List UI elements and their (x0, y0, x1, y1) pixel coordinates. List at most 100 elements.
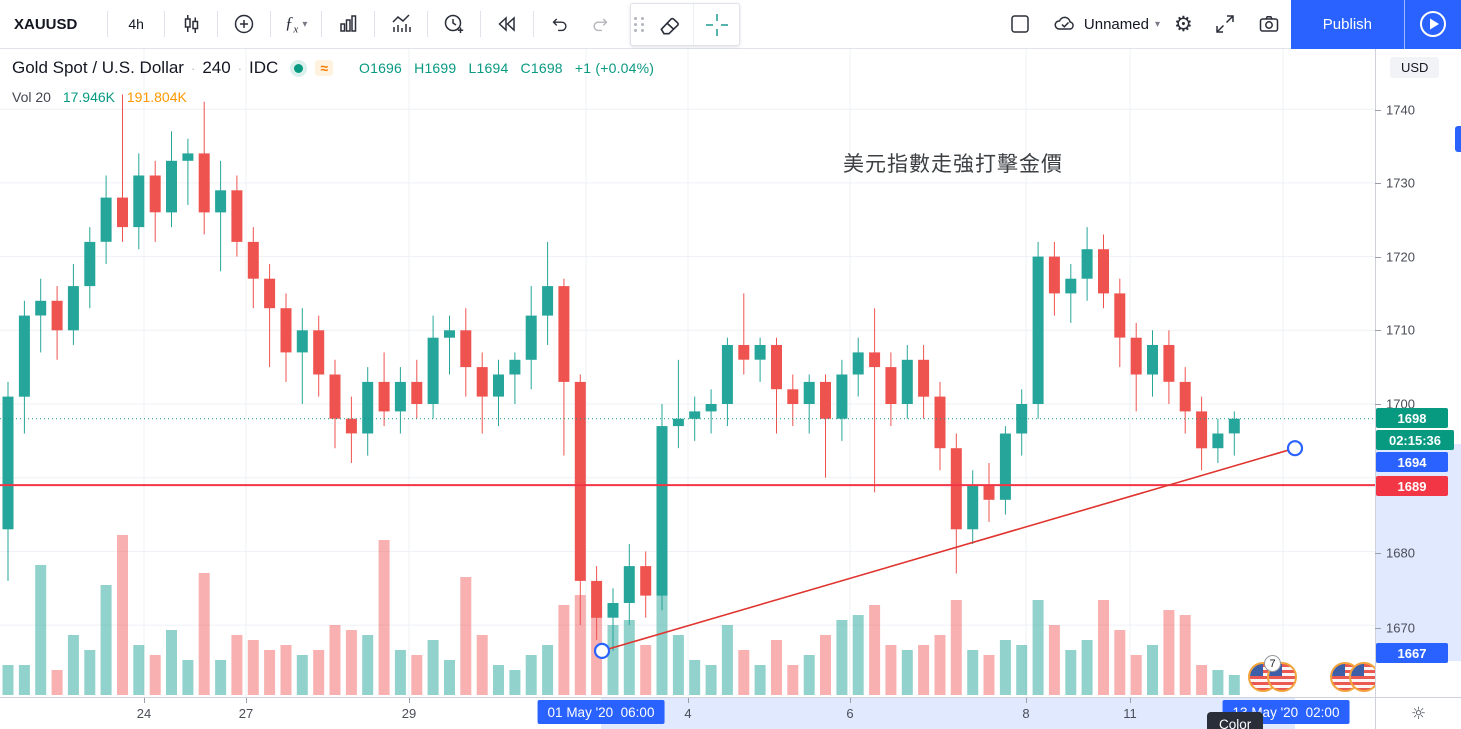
time-tick-mark (850, 698, 851, 703)
chevron-down-icon[interactable]: ▾ (302, 18, 308, 30)
redo-icon (593, 18, 608, 32)
legend-interval[interactable]: 240 (202, 58, 231, 77)
toolbar-right-group: Unnamed ▾ ⚙ Publish (998, 0, 1461, 49)
time-tick-mark (688, 698, 689, 703)
economic-events-group[interactable]: 7 (1248, 655, 1297, 694)
cloud-save-icon (1054, 16, 1074, 30)
toolbar-separator (269, 11, 271, 37)
toolbar-separator (163, 11, 165, 37)
currency-label[interactable]: USD (1390, 57, 1440, 78)
save-layout-button[interactable]: Unnamed ▾ (1042, 5, 1164, 43)
undo-icon (552, 18, 567, 32)
redo-button[interactable] (580, 5, 622, 43)
time-tick-label: 6 (846, 706, 854, 721)
time-tick-label: 24 (136, 706, 152, 721)
market-status-icon[interactable] (294, 63, 304, 73)
price-tick-mark (1375, 257, 1381, 258)
publish-menu-button[interactable] (1404, 0, 1461, 49)
chevron-down-icon[interactable]: ▾ (1154, 18, 1160, 30)
delayed-data-icon[interactable]: ≈ (315, 60, 333, 76)
fullscreen-button[interactable] (1203, 5, 1247, 43)
eraser-button[interactable] (647, 4, 693, 45)
indicators-button[interactable]: ƒx ▾ (275, 5, 317, 43)
price-axis[interactable]: USD 1740 1730 1720 1710 1700 1680 1670 1… (1375, 49, 1461, 697)
financials-icon (340, 15, 357, 32)
text-annotation[interactable]: 美元指數走強打擊金價 (843, 153, 1063, 176)
price-tick-label: 1740 (1386, 102, 1415, 118)
settings-button[interactable]: ⚙ (1164, 5, 1203, 43)
interval-button[interactable]: 4h (128, 16, 144, 32)
replay-button[interactable] (485, 5, 529, 43)
time-tick-mark (144, 698, 145, 703)
replay-rewind-icon (498, 16, 516, 32)
price-tick-mark (1375, 553, 1381, 554)
price-tick-mark (1375, 330, 1381, 331)
economic-events-group[interactable] (1330, 662, 1379, 694)
price-pane-svg[interactable] (0, 49, 1375, 697)
fullscreen-icon (1216, 15, 1234, 33)
floating-drawing-toolbar (630, 3, 740, 46)
volume-label: Vol 20 (12, 89, 51, 105)
alert-button[interactable] (432, 5, 476, 43)
time-tick-mark (246, 698, 247, 703)
color-tooltip: Color (1207, 712, 1264, 729)
price-badge-current-price: 1698 (1376, 408, 1448, 428)
candle-style-icon (184, 15, 199, 33)
legend-exchange[interactable]: IDC (249, 58, 279, 77)
drag-handle-icon[interactable] (631, 11, 647, 39)
volume-legend[interactable]: Vol 20 17.946K 191.804K (12, 89, 662, 105)
alert-clock-icon (445, 14, 464, 33)
compare-add-icon (234, 14, 254, 34)
price-tick-mark (1375, 404, 1381, 405)
toolbar-separator (374, 11, 376, 37)
price-tick-label: 1720 (1386, 249, 1415, 265)
chart-pane[interactable] (0, 49, 1375, 697)
time-tick-label: 27 (238, 706, 254, 721)
gear-icon: ⚙ (1173, 12, 1193, 36)
time-tick-label: 29 (401, 706, 417, 721)
symbol-title[interactable]: Gold Spot / U.S. Dollar (12, 58, 184, 77)
price-tick-label: 1680 (1386, 545, 1415, 561)
compare-button[interactable] (222, 5, 266, 43)
chart-legend: Gold Spot / U.S. Dollar · 240 · IDC ≈ O1… (12, 58, 662, 105)
price-tick-label: 1700 (1386, 396, 1415, 412)
patterns-button[interactable] (379, 5, 423, 43)
toolbar-separator (216, 11, 218, 37)
layout-name-label: Unnamed (1083, 15, 1149, 33)
axis-settings-icon[interactable]: ☼ (1410, 703, 1427, 724)
close-value: C1698 (520, 60, 563, 76)
change-value: +1 (+0.04%) (574, 60, 655, 76)
layout-button[interactable] (998, 5, 1042, 43)
us-flag-event-icon[interactable] (1349, 662, 1379, 692)
time-axis[interactable]: 24 27 29 4 6 8 11 01 May '20 06:00 13 May… (0, 697, 1375, 729)
toolbar-separator (480, 11, 482, 37)
time-badge-drawing-point: 01 May '20 06:00 (537, 700, 665, 724)
time-tick-label: 8 (1022, 706, 1030, 721)
trend-line-drawing (601, 447, 1296, 652)
snapshot-button[interactable] (1247, 5, 1291, 43)
time-axis-highlight (601, 698, 1295, 729)
event-count-badge: 7 (1264, 655, 1281, 672)
price-tick-mark (1375, 628, 1381, 629)
scrollbar-thumb[interactable] (1455, 126, 1461, 152)
publish-button[interactable]: Publish (1290, 0, 1404, 49)
legend-separator: · (237, 60, 243, 76)
low-value: L1694 (468, 60, 509, 76)
financials-button[interactable] (326, 5, 370, 43)
undo-button[interactable] (538, 5, 580, 43)
trend-line-handle (1286, 440, 1304, 457)
high-value: H1699 (414, 60, 457, 76)
ohlc-values: O1696 H1699 L1694 C1698 +1 (+0.04%) (359, 60, 662, 76)
candle-style-button[interactable] (169, 5, 213, 43)
axis-settings-corner: ☼ (1375, 697, 1461, 729)
toolbar-separator (533, 11, 535, 37)
symbol-button[interactable]: XAUUSD (14, 15, 78, 33)
eraser-icon (660, 17, 679, 34)
price-tick-mark (1375, 110, 1381, 111)
time-tick-mark (1130, 698, 1131, 703)
crosshair-button[interactable] (693, 4, 739, 45)
price-badge-horizontal-line: 1689 (1376, 476, 1448, 496)
trend-line-handle (593, 642, 611, 660)
toolbar-separator (321, 11, 323, 37)
candles-layer (2, 94, 1240, 651)
